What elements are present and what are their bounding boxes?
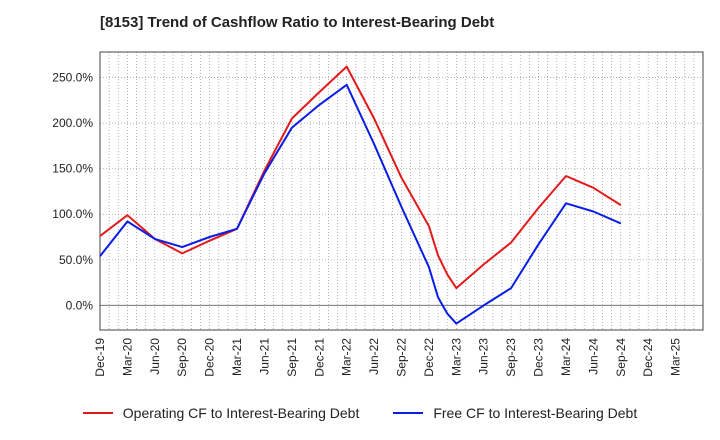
x-tick-label: Sep-20 (175, 338, 189, 377)
y-tick-label: 100.0% (52, 207, 93, 221)
legend-swatch-operating (82, 412, 113, 414)
y-tick-label: 50.0% (59, 253, 93, 267)
x-tick-label: Jun-23 (477, 338, 491, 375)
x-tick-label: Sep-21 (285, 338, 299, 377)
x-tick-label: Mar-20 (120, 338, 134, 376)
chart-legend: Operating CF to Interest-Bearing Debt Fr… (0, 405, 720, 421)
x-tick-label: Dec-23 (532, 338, 546, 377)
x-tick-label: Mar-24 (559, 338, 573, 376)
y-tick-label: 0.0% (66, 298, 94, 312)
y-tick-label: 250.0% (52, 71, 93, 85)
plot-frame (99, 51, 704, 331)
x-tick-label: Jun-22 (367, 338, 381, 375)
legend-item-operating: Operating CF to Interest-Bearing Debt (82, 405, 360, 421)
legend-label-free: Free CF to Interest-Bearing Debt (433, 405, 638, 421)
x-tick-label: Jun-21 (257, 338, 271, 375)
legend-swatch-free (393, 412, 424, 414)
series-line-operating-cf (99, 65, 622, 290)
x-tick-label: Dec-20 (203, 338, 217, 377)
x-tick-label: Sep-24 (614, 338, 628, 377)
x-tick-label: Dec-21 (312, 338, 326, 377)
x-tick-label: Sep-22 (395, 338, 409, 377)
x-tick-label: Mar-21 (230, 338, 244, 376)
legend-label-operating: Operating CF to Interest-Bearing Debt (122, 405, 360, 421)
x-tick-label: Dec-22 (422, 338, 436, 377)
x-tick-label: Mar-22 (340, 338, 354, 376)
x-tick-label: Jun-24 (586, 338, 600, 375)
series-line-free-cf (99, 83, 622, 325)
x-tick-label: Dec-24 (641, 338, 655, 377)
x-tick-label: Jun-20 (148, 338, 162, 375)
x-tick-label: Mar-25 (669, 338, 683, 376)
x-tick-label: Sep-23 (504, 338, 518, 377)
x-tick-label: Mar-23 (449, 338, 463, 376)
y-tick-label: 200.0% (52, 116, 93, 130)
y-tick-label: 150.0% (52, 162, 93, 176)
chart-title: [8153] Trend of Cashflow Ratio to Intere… (100, 14, 495, 31)
x-tick-label: Dec-19 (93, 338, 107, 377)
legend-item-free: Free CF to Interest-Bearing Debt (393, 405, 637, 421)
